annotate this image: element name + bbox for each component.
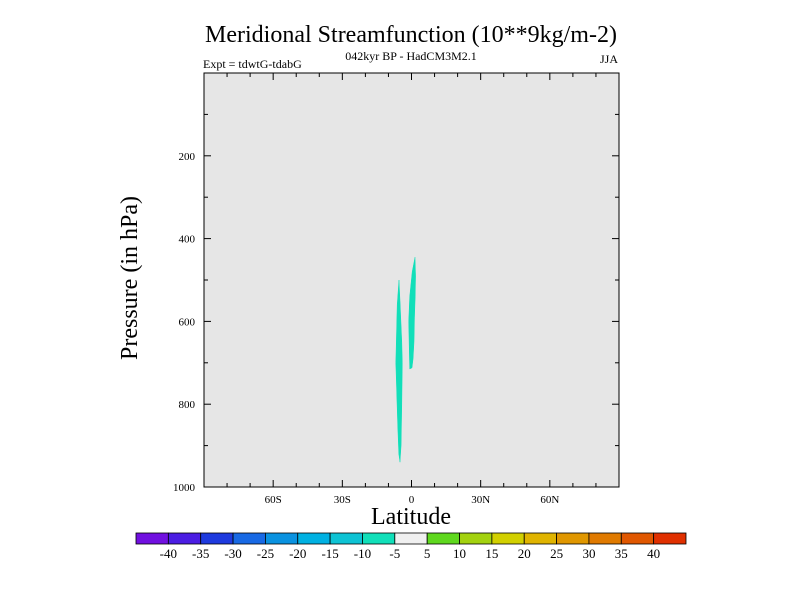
colorbar-label: 30 xyxy=(582,546,595,561)
season-label: JJA xyxy=(600,52,618,66)
colorbar-label: -30 xyxy=(224,546,241,561)
colorbar-label: -40 xyxy=(160,546,177,561)
y-tick-label: 1000 xyxy=(173,482,196,494)
colorbar-label: -20 xyxy=(289,546,306,561)
colorbar-label: 20 xyxy=(518,546,531,561)
colorbar-label: 5 xyxy=(424,546,431,561)
colorbar-swatch xyxy=(167,532,202,545)
colorbar-label: 35 xyxy=(615,546,628,561)
x-tick-label: 30N xyxy=(471,494,490,506)
colorbar-label: 25 xyxy=(550,546,563,561)
colorbar-swatch xyxy=(426,532,460,545)
colorbar-swatch xyxy=(394,532,428,545)
colorbar-label: -35 xyxy=(192,546,209,561)
filled-regions xyxy=(395,257,416,463)
colorbar-label: 40 xyxy=(647,546,660,561)
experiment-label: Expt = tdwtG-tdabG xyxy=(203,57,302,71)
colorbar-label: -15 xyxy=(321,546,338,561)
x-tick-labels: 60S 30S 0 30N 60N xyxy=(265,494,560,506)
colorbar-swatch xyxy=(556,532,590,545)
chart-subtitle: 042kyr BP - HadCM3M2.1 xyxy=(345,49,477,63)
chart-title: Meridional Streamfunction (10**9kg/m-2) xyxy=(205,22,617,48)
colorbar-swatch xyxy=(653,532,687,545)
colorbar-swatch xyxy=(329,532,363,545)
colorbar-swatch xyxy=(620,532,655,545)
axis-ticks xyxy=(203,73,620,487)
x-tick-label: 0 xyxy=(409,494,415,506)
y-tick-label: 600 xyxy=(179,316,196,328)
colorbar-swatch xyxy=(265,532,299,545)
y-axis-label: Pressure (in hPa) xyxy=(117,196,143,360)
colorbar-swatch xyxy=(297,532,331,545)
colorbar xyxy=(135,532,687,545)
x-tick-label: 60N xyxy=(540,494,559,506)
contour-region-a xyxy=(395,279,403,463)
colorbar-swatch xyxy=(588,532,622,545)
colorbar-label: -10 xyxy=(354,546,371,561)
colorbar-swatch xyxy=(523,532,557,545)
colorbar-swatch xyxy=(200,532,234,545)
colorbar-label: 15 xyxy=(485,546,498,561)
y-tick-labels: 200 400 600 800 1000 xyxy=(173,151,196,494)
colorbar-swatch xyxy=(459,532,493,545)
colorbar-label: -25 xyxy=(257,546,274,561)
colorbar-swatch xyxy=(491,532,525,545)
y-tick-label: 800 xyxy=(179,399,196,411)
x-axis-label: Latitude xyxy=(371,504,451,530)
contour-region-b xyxy=(408,257,416,370)
colorbar-swatch xyxy=(232,532,266,545)
colorbar-swatch xyxy=(362,532,396,545)
colorbar-swatch xyxy=(135,532,169,545)
y-tick-label: 200 xyxy=(179,151,196,163)
colorbar-labels: -40 -35 -30 -25 -20 -15 -10 -5 5 10 15 20 25 30 35 40 xyxy=(160,546,660,561)
colorbar-label: 10 xyxy=(453,546,466,561)
x-tick-label: 30S xyxy=(334,494,351,506)
x-tick-label: 60S xyxy=(265,494,282,506)
y-tick-label: 400 xyxy=(179,234,196,246)
colorbar-label: -5 xyxy=(389,546,400,561)
